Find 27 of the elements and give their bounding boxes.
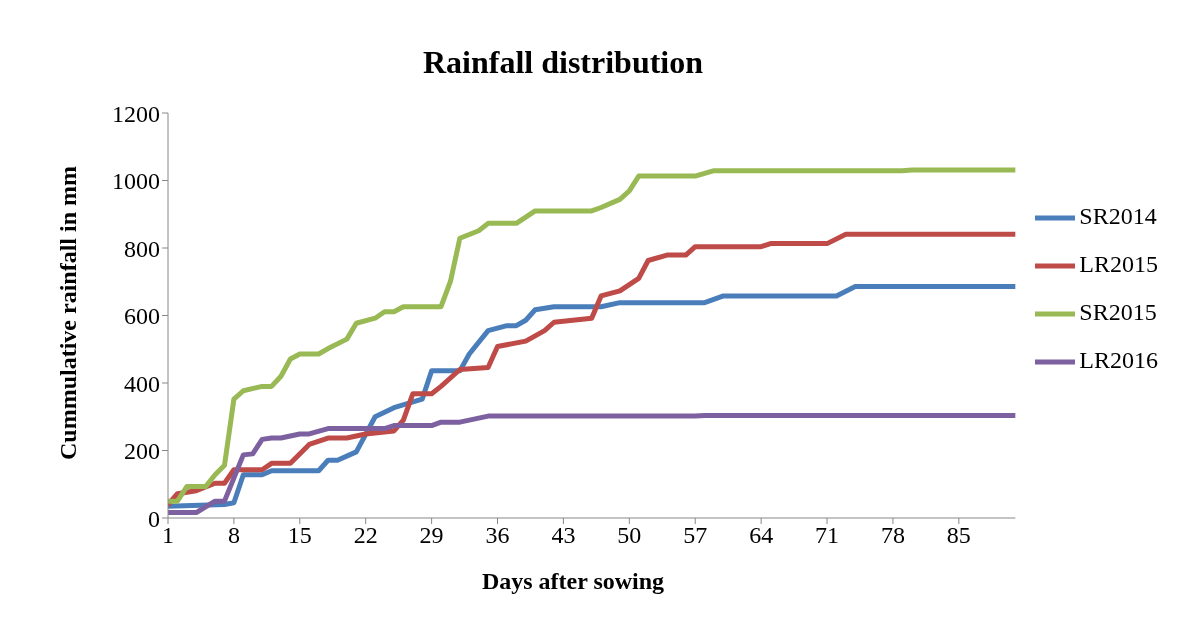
- y-tick-label: 600: [124, 303, 160, 330]
- x-tick-label: 15: [287, 522, 312, 549]
- x-tick-label: 64: [749, 522, 774, 549]
- legend-label: LR2016: [1079, 347, 1158, 373]
- y-tick-label: 800: [124, 235, 160, 262]
- x-tick-label: 29: [419, 522, 444, 549]
- x-tick-label: 1: [162, 522, 174, 549]
- x-axis-title: Days after sowing: [480, 568, 666, 595]
- x-tick-label: 78: [880, 522, 905, 549]
- y-tick-label: 1000: [112, 168, 160, 195]
- legend-label: LR2015: [1079, 251, 1158, 277]
- x-tick-label: 71: [815, 522, 840, 549]
- x-tick-label: 36: [485, 522, 510, 549]
- y-tick-label: 0: [148, 505, 160, 532]
- chart-title: Rainfall distribution: [421, 44, 705, 81]
- x-tick-label: 50: [617, 522, 642, 549]
- legend-label: SR2015: [1079, 299, 1157, 325]
- legend-label: SR2014: [1079, 203, 1157, 229]
- y-tick-label: 1200: [112, 100, 160, 127]
- x-tick-label: 8: [227, 522, 240, 549]
- x-tick-label: 57: [683, 522, 708, 549]
- y-axis-title: Cummulative rainfall in mm: [54, 166, 82, 460]
- y-tick-label: 400: [124, 370, 160, 397]
- x-tick-label: 43: [551, 522, 576, 549]
- x-tick-label: 22: [353, 522, 378, 549]
- y-tick-label: 200: [124, 438, 160, 465]
- x-tick-label: 85: [946, 522, 971, 549]
